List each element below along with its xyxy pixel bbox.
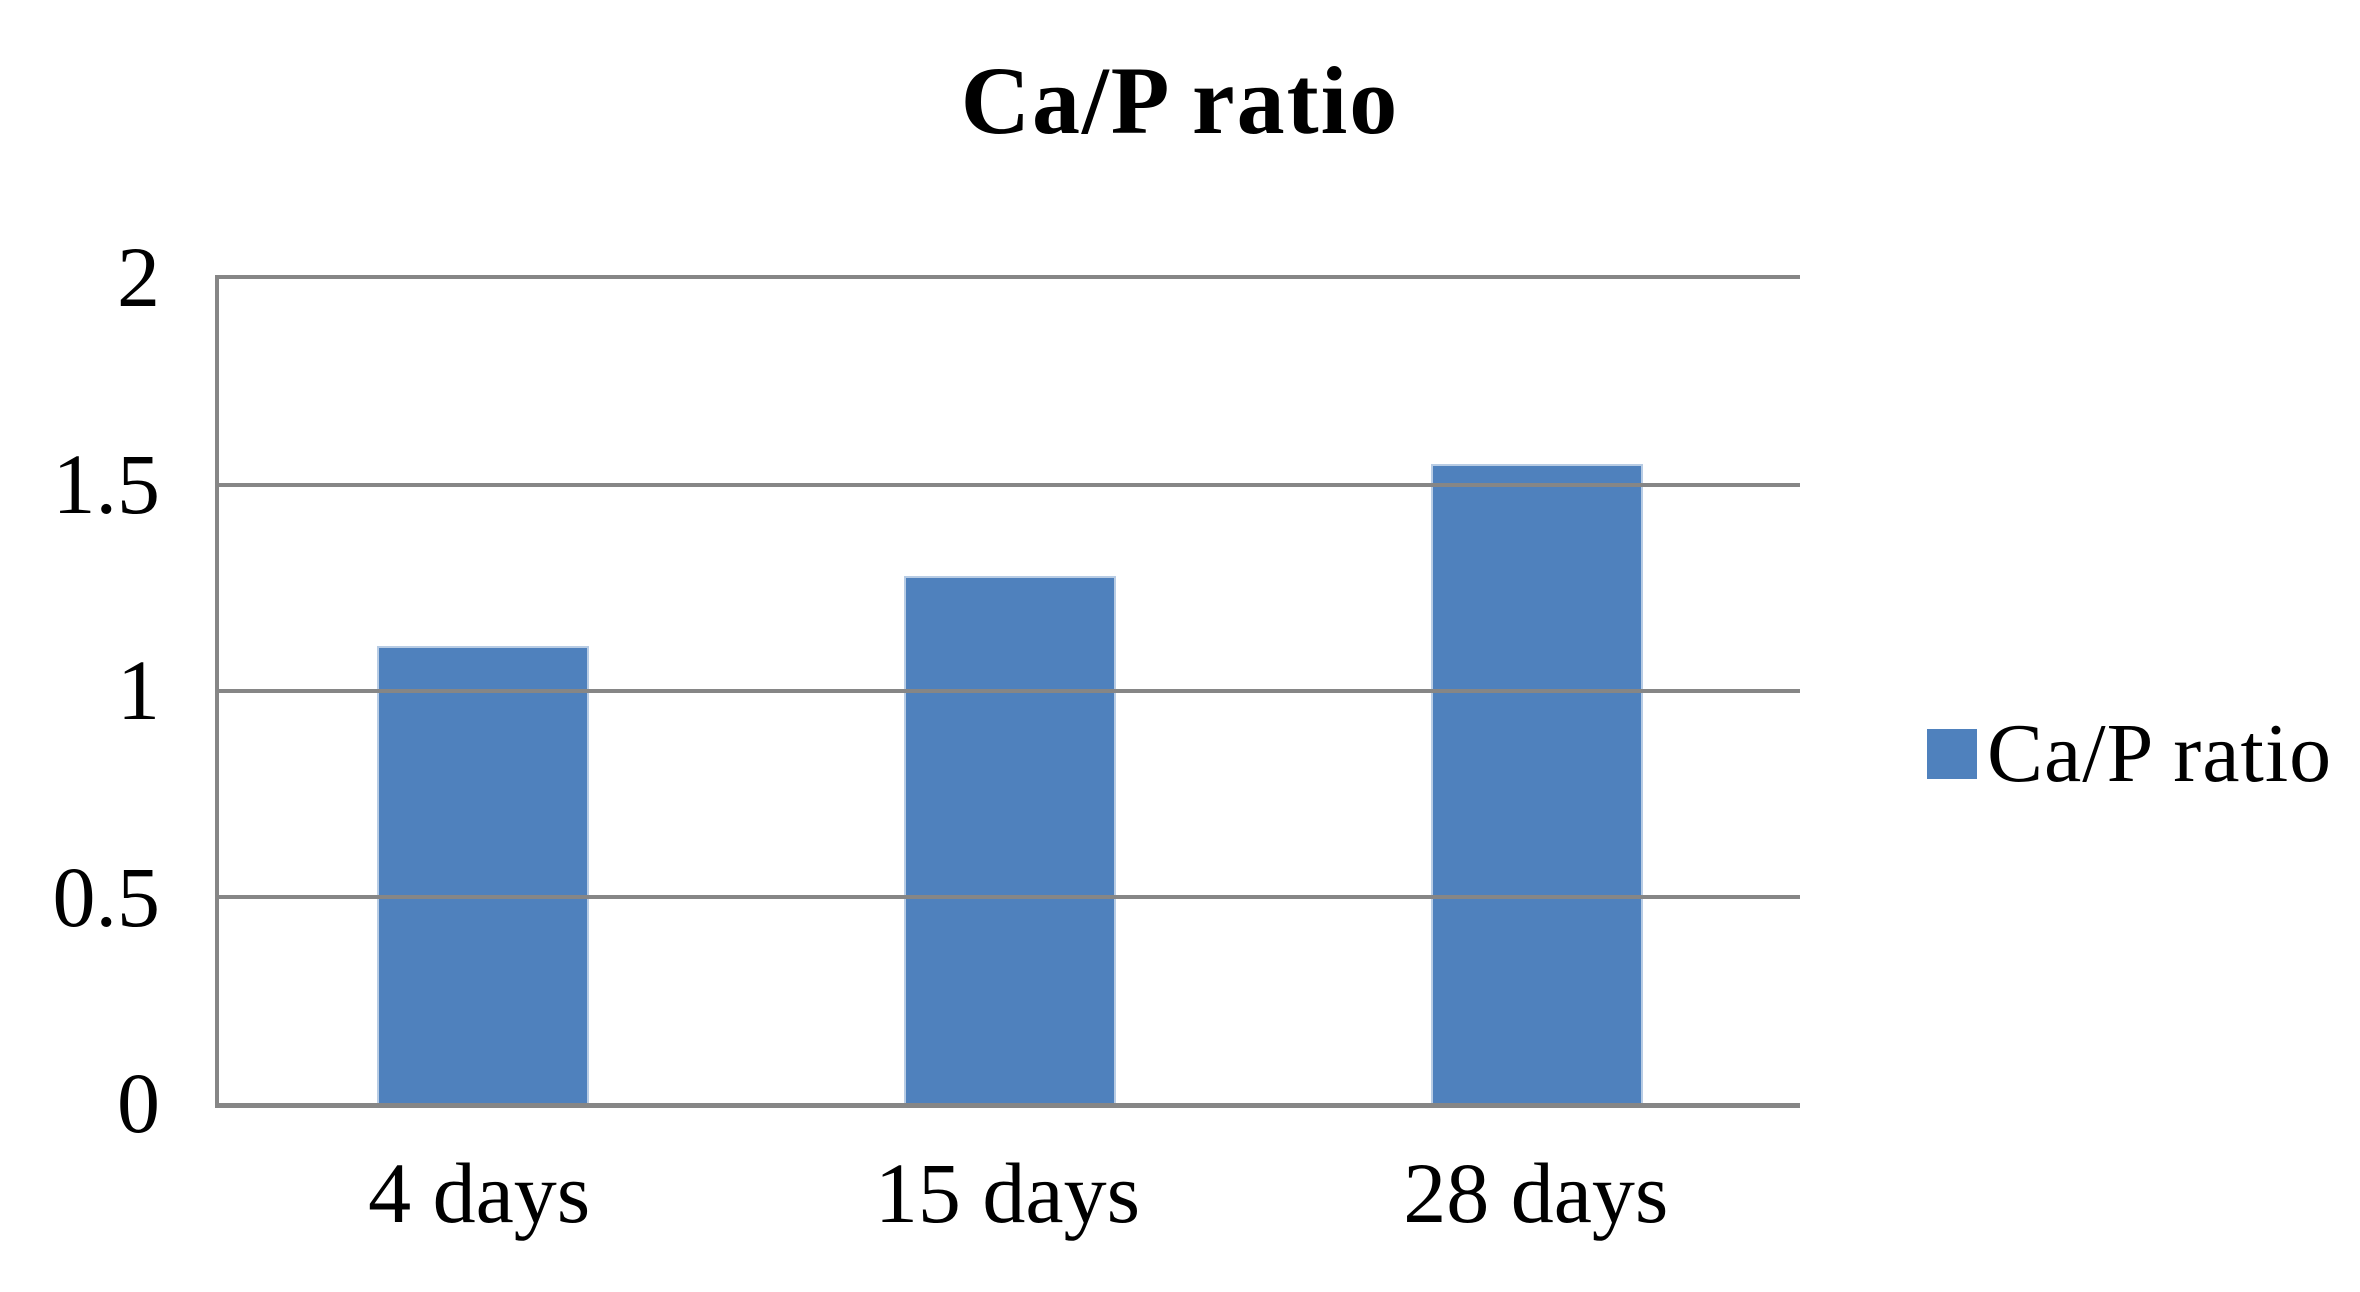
x-tick-label: 15 days xyxy=(874,1145,1141,1241)
bar-cell xyxy=(746,279,1273,1103)
y-tick-label: 0 xyxy=(117,1055,160,1151)
y-tick-label: 1 xyxy=(117,642,160,738)
x-tick-label: 4 days xyxy=(368,1145,591,1241)
gridline xyxy=(219,483,1800,487)
chart-title: Ca/P ratio xyxy=(960,47,1400,154)
y-tick-label: 1.5 xyxy=(52,435,161,532)
bar-28-days xyxy=(1430,464,1643,1103)
bar-cell xyxy=(219,279,746,1103)
bar-cell xyxy=(1273,279,1800,1103)
gridline xyxy=(219,689,1800,693)
y-axis-labels: 0 0.5 1 1.5 2 xyxy=(0,234,161,1146)
x-axis-labels: 4 days 15 days 28 days xyxy=(215,1142,1800,1245)
legend-swatch xyxy=(1927,729,1977,779)
y-tick-label: 0.5 xyxy=(52,848,161,945)
y-tick-label: 2 xyxy=(117,229,160,325)
gridline xyxy=(219,895,1800,899)
x-tick-label: 28 days xyxy=(1403,1145,1669,1241)
legend-label: Ca/P ratio xyxy=(1987,707,2333,800)
bar-4-days xyxy=(376,645,589,1103)
bar-15-days xyxy=(903,575,1116,1103)
legend: Ca/P ratio xyxy=(1927,712,2332,796)
bars-row xyxy=(219,279,1800,1103)
plot-area xyxy=(215,275,1800,1108)
